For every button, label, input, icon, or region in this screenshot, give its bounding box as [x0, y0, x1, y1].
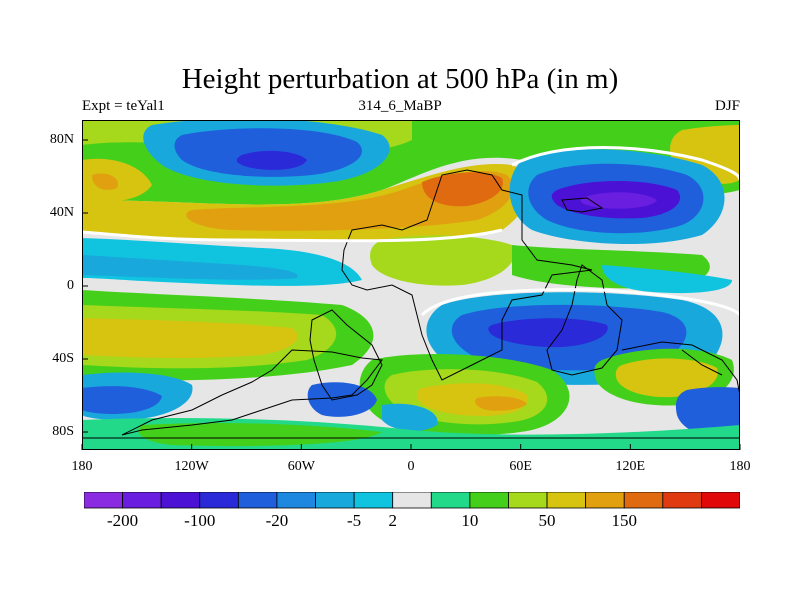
- colorbar-label: -5: [347, 511, 362, 530]
- colorbar-swatch: [623, 492, 664, 509]
- colorbar-swatch: [585, 492, 625, 509]
- contour-region: [82, 386, 162, 414]
- colorbar-swatch: [662, 492, 702, 509]
- period-label: 314_6_MaBP: [358, 98, 442, 114]
- contour-region: [82, 255, 298, 280]
- y-tick-label: 40S: [52, 351, 74, 366]
- contour-region: [382, 403, 438, 432]
- colorbar-label: -100: [184, 511, 216, 530]
- colorbar-swatch: [84, 492, 123, 509]
- colorbar-label: -20: [265, 511, 289, 530]
- colorbar: [84, 492, 740, 509]
- y-tick-label: 80S: [52, 424, 74, 439]
- contour-region: [236, 150, 307, 170]
- colorbar-swatch: [160, 492, 201, 509]
- plot-title: Height perturbation at 500 hPa (in m): [181, 63, 619, 95]
- contour-region: [82, 158, 152, 202]
- land-outline: [82, 169, 740, 439]
- x-tick-label: 60W: [287, 459, 315, 474]
- contour-region: [370, 235, 515, 286]
- colorbar-swatch: [430, 492, 471, 509]
- colorbar-label: 50: [538, 511, 556, 530]
- colorbar-swatch: [315, 492, 355, 509]
- contour-region: [92, 173, 118, 190]
- y-tick-label: 80N: [49, 132, 74, 147]
- colorbar-label: 10: [461, 511, 479, 530]
- experiment-label: Expt = teYal1: [82, 98, 165, 114]
- y-tick-label: 40N: [49, 205, 74, 220]
- colorbar-swatch: [353, 492, 394, 509]
- zero-contour-lines: [82, 146, 740, 317]
- colorbar-label: 2: [388, 511, 397, 530]
- colorbar-swatch: [546, 492, 587, 509]
- contour-region: [82, 318, 298, 359]
- colorbar-label: -200: [106, 511, 139, 530]
- colorbar-swatch: [276, 492, 316, 509]
- colorbar-label: 150: [611, 511, 637, 530]
- contour-region: [138, 422, 382, 447]
- contour-region: [580, 192, 657, 209]
- contour-region: [615, 358, 718, 398]
- axis-ticks: [81, 139, 741, 450]
- x-tick-label: 180: [71, 459, 93, 474]
- x-tick-label: 60E: [509, 459, 532, 474]
- contour-region: [422, 172, 503, 207]
- contour-region: [475, 396, 527, 411]
- x-tick-label: 120E: [615, 459, 646, 474]
- contour-map: [82, 120, 740, 450]
- y-tick-label: 0: [67, 278, 74, 293]
- colorbar-swatch: [199, 492, 239, 509]
- contour-region: [602, 265, 732, 294]
- contour-region: [488, 318, 608, 348]
- colorbar-swatch: [122, 492, 162, 509]
- colorbar-swatch: [469, 492, 509, 509]
- colorbar-swatch: [508, 492, 548, 509]
- colorbar-swatch: [392, 492, 432, 509]
- contour-region: [307, 382, 377, 417]
- map-panel: [81, 120, 741, 450]
- x-tick-label: 0: [407, 459, 415, 474]
- x-tick-label: 180: [729, 459, 751, 474]
- colorbar-swatch: [237, 492, 278, 509]
- colorbar-swatch: [701, 492, 740, 509]
- season-label: DJF: [714, 98, 740, 114]
- x-tick-label: 120W: [174, 459, 209, 474]
